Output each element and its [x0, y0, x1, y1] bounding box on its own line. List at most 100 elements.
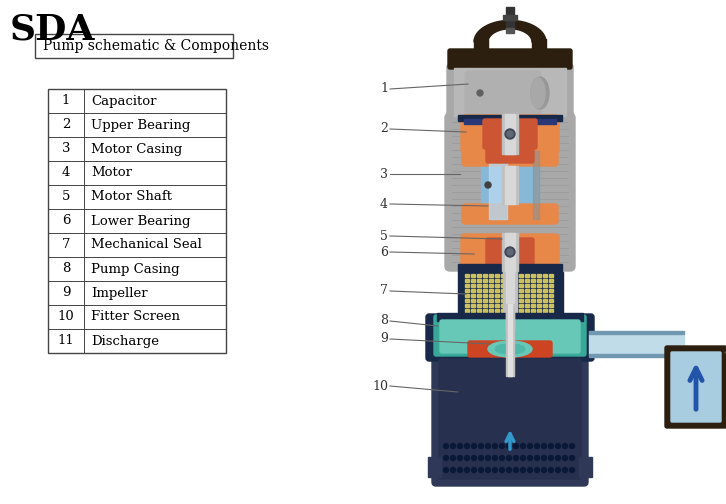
Bar [471, 304, 475, 307]
Circle shape [569, 468, 574, 473]
Bar [501, 304, 505, 307]
Bar [495, 284, 499, 287]
Bar [537, 309, 541, 312]
Bar [549, 294, 553, 297]
Bar [589, 334, 684, 354]
Circle shape [528, 444, 532, 449]
Bar [537, 274, 541, 277]
Bar [543, 289, 547, 292]
Bar [506, 304, 514, 376]
Text: 10: 10 [57, 310, 74, 324]
Bar [525, 279, 529, 282]
Bar [507, 284, 511, 287]
Bar [543, 304, 547, 307]
Circle shape [563, 468, 568, 473]
FancyBboxPatch shape [671, 352, 721, 422]
Ellipse shape [488, 341, 532, 357]
Bar [483, 294, 487, 297]
Text: 1: 1 [62, 95, 70, 107]
Circle shape [528, 456, 532, 461]
Bar [543, 294, 547, 297]
Circle shape [465, 456, 470, 461]
Bar [537, 279, 541, 282]
Bar [477, 309, 481, 312]
Text: 3: 3 [62, 143, 70, 156]
Bar [543, 284, 547, 287]
Bar [495, 294, 499, 297]
Circle shape [534, 444, 539, 449]
Circle shape [478, 444, 484, 449]
Circle shape [513, 456, 518, 461]
Circle shape [542, 468, 547, 473]
Text: 1: 1 [380, 83, 388, 95]
Bar [489, 294, 493, 297]
Bar [533, 151, 539, 219]
Circle shape [555, 456, 560, 461]
Text: Mechanical Seal: Mechanical Seal [91, 238, 202, 251]
Bar [501, 294, 505, 297]
Bar [537, 304, 541, 307]
Bar [513, 274, 517, 277]
Bar [458, 264, 562, 272]
Circle shape [563, 444, 568, 449]
Bar [531, 294, 535, 297]
FancyBboxPatch shape [447, 64, 573, 122]
Text: Motor Shaft: Motor Shaft [91, 191, 172, 204]
Bar [549, 289, 553, 292]
Bar [502, 233, 518, 271]
Text: Discharge: Discharge [91, 335, 159, 347]
FancyBboxPatch shape [462, 204, 558, 224]
Circle shape [542, 444, 547, 449]
Bar [489, 304, 493, 307]
Bar [458, 115, 562, 121]
Text: 6: 6 [380, 245, 388, 259]
Bar [506, 267, 514, 331]
Bar [465, 284, 469, 287]
Text: Pump Casing: Pump Casing [91, 263, 179, 276]
Bar [513, 284, 517, 287]
Bar [505, 114, 515, 154]
Text: 8: 8 [380, 314, 388, 328]
Bar [477, 294, 481, 297]
Bar [507, 299, 511, 302]
Text: 10: 10 [372, 380, 388, 393]
Bar [471, 274, 475, 277]
Bar [471, 309, 475, 312]
Circle shape [534, 468, 539, 473]
Circle shape [465, 444, 470, 449]
Circle shape [444, 444, 449, 449]
Circle shape [485, 182, 491, 188]
Bar [437, 313, 583, 321]
Circle shape [549, 444, 553, 449]
Circle shape [563, 456, 568, 461]
Ellipse shape [531, 77, 549, 109]
Bar [477, 274, 481, 277]
Bar [489, 284, 493, 287]
Bar [503, 267, 517, 331]
Bar [495, 299, 499, 302]
Circle shape [471, 468, 476, 473]
Bar [519, 279, 523, 282]
Bar [549, 304, 553, 307]
Text: 4: 4 [62, 166, 70, 179]
Bar [474, 39, 488, 59]
Bar [501, 299, 505, 302]
Circle shape [477, 90, 483, 96]
FancyBboxPatch shape [468, 341, 552, 357]
FancyBboxPatch shape [434, 315, 586, 356]
Circle shape [569, 444, 574, 449]
Bar [519, 284, 523, 287]
Bar [483, 289, 487, 292]
Bar [537, 289, 541, 292]
Circle shape [499, 468, 505, 473]
Bar [531, 304, 535, 307]
Text: 7: 7 [62, 238, 70, 251]
Circle shape [478, 456, 484, 461]
Bar [501, 289, 505, 292]
FancyBboxPatch shape [462, 146, 558, 166]
Bar [508, 304, 512, 376]
Bar [525, 309, 529, 312]
Bar [481, 151, 539, 219]
Text: 7: 7 [380, 284, 388, 297]
Circle shape [444, 456, 449, 461]
